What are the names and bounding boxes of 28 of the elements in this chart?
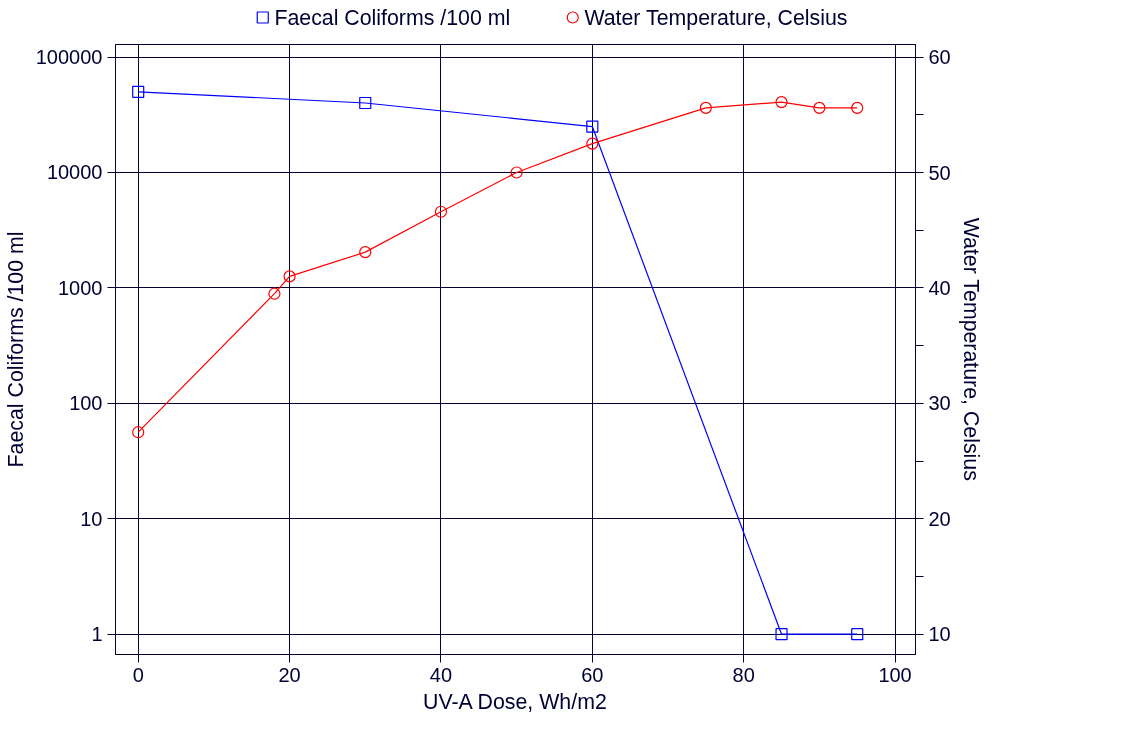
y2-tick-label: 50: [928, 161, 951, 184]
y2-axis-title: Water Temperature, Celsius: [958, 217, 983, 481]
x-tick-label: 80: [732, 663, 755, 686]
point: [775, 628, 788, 641]
y-tick-label: 10: [80, 507, 103, 530]
x-tick-label: 20: [278, 663, 301, 686]
x-tick-label: 60: [581, 663, 604, 686]
y2-tick-label: 30: [928, 392, 951, 415]
y-tick-label: 1: [91, 623, 103, 646]
y2-tick-label: 10: [928, 623, 951, 646]
point: [132, 85, 145, 98]
y-axis-title: Faecal Coliforms /100 ml: [3, 231, 28, 468]
point: [359, 96, 372, 110]
y2-tick-label: 20: [928, 507, 951, 530]
x-tick-label: 100: [878, 663, 912, 686]
y-tick-label: 1000: [58, 276, 103, 299]
point: [586, 120, 599, 133]
y2-tick-label: 60: [928, 46, 951, 69]
y-tick-label: 100: [69, 392, 103, 415]
point: [851, 628, 864, 641]
legend-label: Faecal Coliforms /100 ml: [274, 5, 511, 30]
y2-tick-label: 40: [928, 276, 951, 299]
legend-label: Water Temperature, Celsius: [584, 5, 848, 30]
x-tick-label: 40: [429, 663, 453, 686]
y-tick-label: 100000: [35, 46, 103, 69]
y-tick-label: 10000: [46, 161, 103, 184]
x-axis-title: UV-A Dose, Wh/m2: [423, 689, 607, 714]
x-tick-label: 0: [132, 663, 144, 686]
